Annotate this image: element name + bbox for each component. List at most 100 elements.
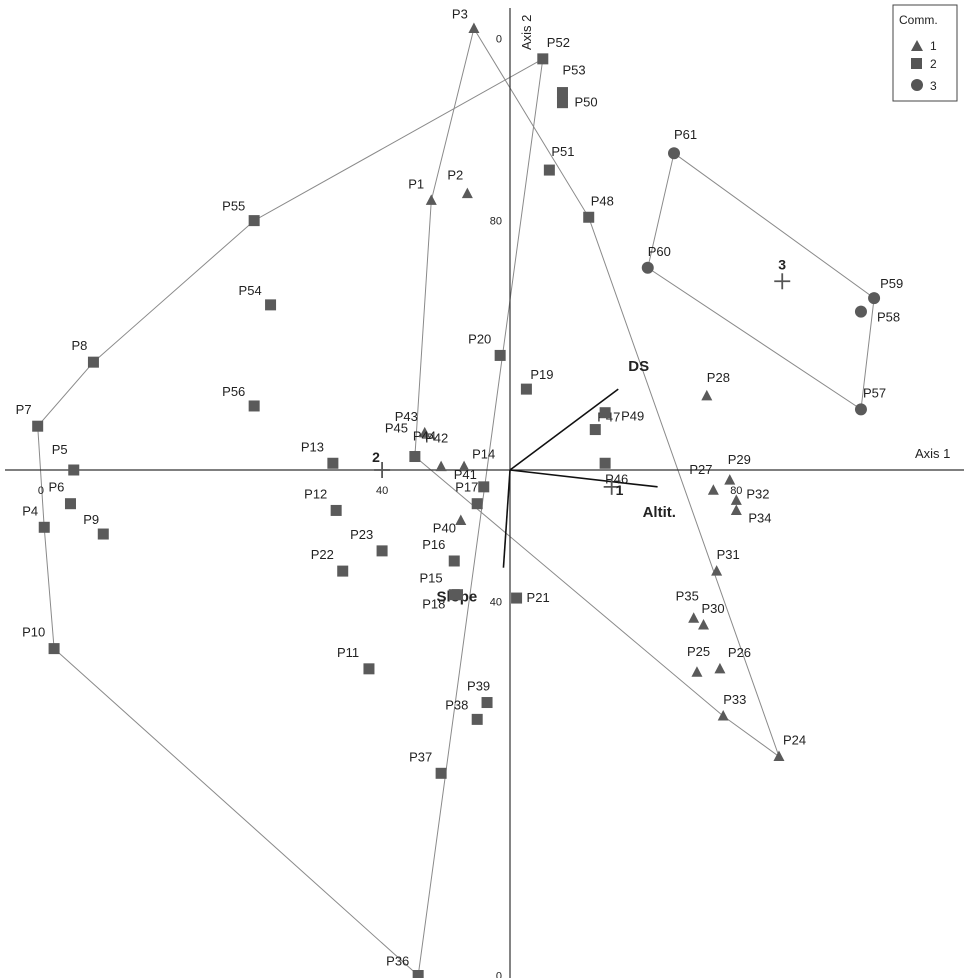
label-p11: P11 — [337, 645, 359, 660]
label-p19: P19 — [530, 367, 553, 382]
label-p7: P7 — [16, 402, 32, 417]
label-p27: P27 — [689, 462, 712, 477]
tick-labels: 0 40 80 0 80 40 0 — [38, 34, 743, 978]
label-p37: P37 — [409, 749, 432, 764]
label-p10: P10 — [22, 625, 45, 640]
group-centroids: 1 2 3 — [372, 256, 791, 498]
legend-label-1: 1 — [930, 39, 937, 53]
label-p13: P13 — [301, 439, 324, 454]
label-p22: P22 — [311, 547, 334, 562]
point-p7 — [32, 420, 44, 432]
point-p53 — [556, 87, 568, 99]
y-tick-label: 0 — [496, 971, 502, 978]
axes: Axis 1 Axis 2 — [5, 8, 964, 978]
vector-altit — [509, 469, 658, 488]
centroid-label-3: 3 — [778, 256, 786, 272]
point-p13 — [327, 457, 339, 469]
legend: Comm. 1 2 3 — [892, 4, 958, 102]
label-p36: P36 — [386, 954, 409, 969]
label-p12: P12 — [304, 486, 327, 501]
legend-square-icon — [911, 58, 922, 69]
point-p59 — [868, 292, 881, 305]
point-p60 — [641, 261, 654, 274]
label-p58: P58 — [877, 310, 900, 325]
point-p32 — [730, 494, 742, 505]
point-p50 — [556, 97, 568, 109]
legend-triangle-icon — [911, 40, 923, 51]
legend-circle-icon — [911, 79, 923, 91]
point-p26 — [714, 662, 726, 674]
label-p51: P51 — [551, 144, 574, 159]
y-tick-label: 0 — [496, 34, 502, 46]
label-p32: P32 — [746, 486, 769, 501]
legend-title: Comm. — [899, 13, 938, 27]
label-p45: P45 — [385, 421, 408, 436]
x-axis-title: Axis 1 — [915, 446, 950, 461]
point-p56 — [248, 400, 260, 412]
point-p18 — [448, 589, 460, 601]
label-p3: P3 — [452, 7, 468, 22]
point-p36 — [412, 970, 424, 978]
point-p28 — [701, 389, 713, 401]
label-p29: P29 — [728, 452, 751, 467]
hull-group-2 — [37, 58, 544, 977]
point-p51 — [543, 164, 555, 176]
label-p52: P52 — [547, 35, 570, 50]
point-p12 — [330, 504, 342, 516]
label-p60: P60 — [648, 244, 671, 259]
sample-points: P1 P2 P3 P14 P24 P25 P26 P27 P28 P29 P30 P31 P32 P33 P… — [16, 7, 903, 978]
point-p52 — [537, 53, 549, 65]
point-p43 — [419, 426, 431, 438]
point-p40 — [455, 514, 467, 526]
point-p55 — [248, 215, 260, 227]
point-p1 — [425, 194, 437, 205]
label-p59: P59 — [880, 276, 903, 291]
label-p25: P25 — [687, 644, 710, 659]
label-p26: P26 — [728, 645, 751, 660]
point-p11 — [363, 663, 375, 675]
centroid-label-2: 2 — [372, 449, 380, 465]
point-p48 — [583, 211, 595, 223]
label-p54: P54 — [239, 283, 262, 298]
point-p25 — [691, 666, 703, 677]
label-p16: P16 — [422, 537, 445, 552]
point-p10 — [48, 643, 60, 655]
point-p35 — [688, 612, 700, 623]
point-p23 — [376, 545, 388, 557]
label-p24: P24 — [783, 732, 806, 747]
point-p61 — [668, 147, 680, 160]
x-tick-label: 0 — [38, 485, 44, 497]
label-p50: P50 — [574, 95, 597, 110]
label-p9: P9 — [83, 512, 99, 527]
label-p48: P48 — [591, 193, 614, 208]
point-p31 — [711, 565, 723, 576]
y-tick-label: 80 — [490, 216, 502, 228]
point-p17 — [471, 498, 483, 510]
label-p41: P41 — [454, 467, 477, 482]
label-p40: P40 — [433, 521, 456, 536]
label-p56: P56 — [222, 384, 245, 399]
hull-group-1 — [414, 28, 781, 758]
point-p14 — [458, 460, 470, 472]
label-p5: P5 — [52, 442, 68, 457]
label-p8: P8 — [71, 338, 87, 353]
label-p43: P43 — [395, 409, 418, 424]
label-p23: P23 — [350, 527, 373, 542]
label-p21: P21 — [527, 590, 550, 605]
label-p28: P28 — [707, 370, 730, 385]
point-p39 — [481, 697, 493, 709]
legend-box — [892, 4, 958, 102]
label-p2: P2 — [447, 168, 463, 183]
point-p45 — [409, 451, 421, 463]
label-p4: P4 — [22, 503, 38, 518]
x-tick-label: 40 — [376, 485, 388, 497]
point-p6 — [64, 498, 76, 510]
point-p19 — [520, 383, 532, 395]
point-p5 — [68, 464, 80, 476]
point-p24 — [773, 750, 785, 761]
label-p1: P1 — [408, 176, 424, 191]
label-p31: P31 — [717, 547, 740, 562]
point-p47 — [589, 424, 601, 436]
vector-slope — [502, 469, 511, 568]
point-p22 — [337, 565, 349, 577]
